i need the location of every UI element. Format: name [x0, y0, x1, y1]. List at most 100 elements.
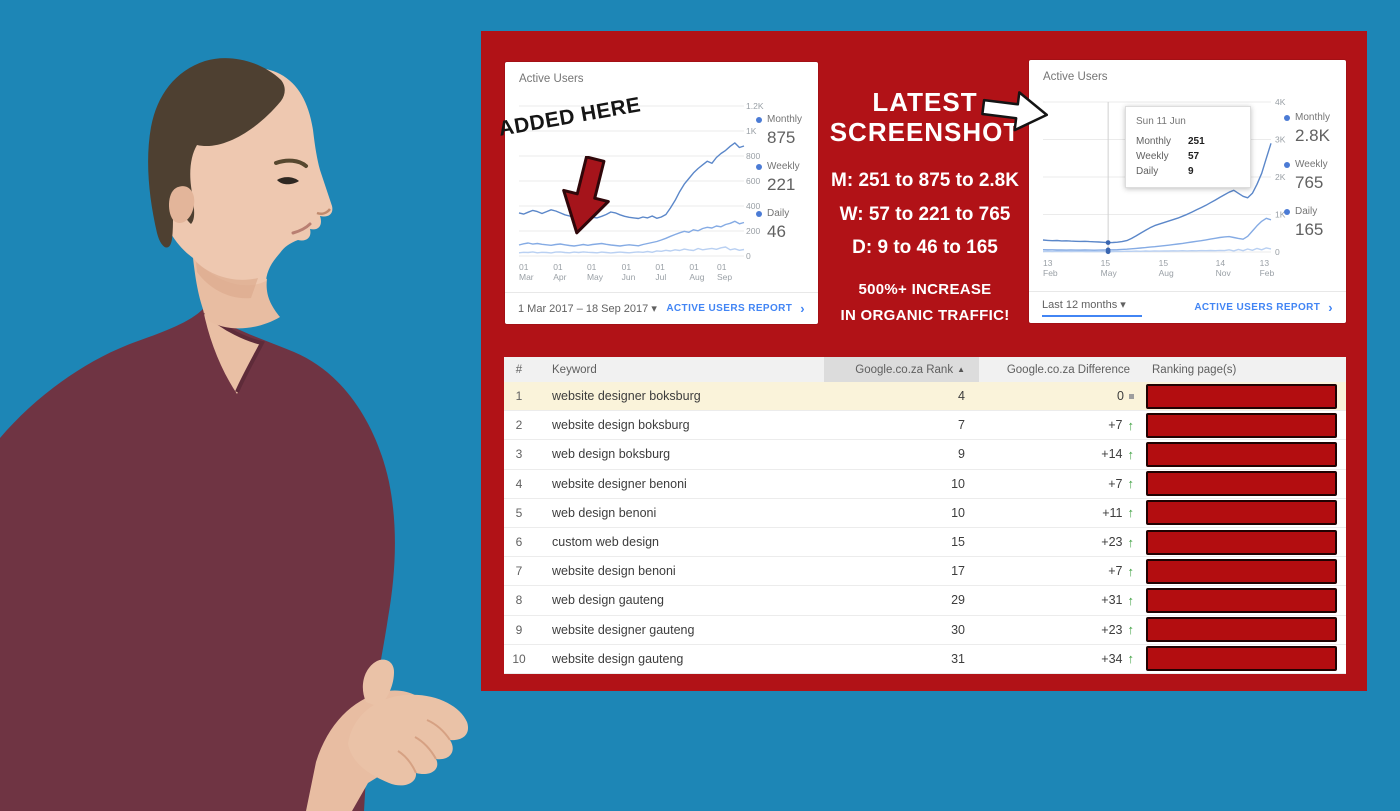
active-users-chart-before: 1.2K1K800600400200001Mar01Apr01May01Jun0… — [518, 101, 764, 282]
x-axis-label: Nov — [1216, 268, 1232, 278]
cell-keyword: web design boksburg — [552, 447, 671, 462]
cell-keyword: website designer benoni — [552, 476, 687, 491]
cell-difference: +34 ↑ — [979, 652, 1144, 666]
x-axis-label: 01 — [689, 262, 699, 272]
legend-dot-icon — [1284, 114, 1290, 121]
active-users-report-link[interactable]: ACTIVE USERS REPORT › — [1194, 300, 1333, 315]
difference-value: +23 — [1101, 535, 1123, 550]
cell-difference: +14 ↑ — [979, 447, 1144, 461]
x-axis-label: Jul — [655, 272, 666, 282]
stat-monthly: M: 251 to 875 to 2.8K — [831, 169, 1019, 191]
difference-value: 0 — [1117, 389, 1124, 404]
chevron-right-icon: › — [800, 301, 805, 316]
stat-weekly: W: 57 to 221 to 765 — [839, 203, 1011, 225]
cell-ranking-page — [1144, 646, 1346, 672]
legend-dot-icon — [1284, 208, 1290, 215]
cell-ranking-page — [1144, 617, 1346, 643]
cell-keyword: website designer boksburg — [552, 389, 701, 404]
col-header-number[interactable]: # — [515, 363, 523, 376]
x-axis-label: 15 — [1101, 258, 1111, 268]
cell-keyword: website design gauteng — [552, 651, 684, 666]
x-axis-label: May — [587, 272, 604, 282]
redacted-url-box — [1146, 617, 1337, 643]
cell-rank: 31 — [951, 651, 965, 666]
cell-ranking-page — [1144, 587, 1346, 613]
x-axis-label: Apr — [553, 272, 566, 282]
x-axis-label: Aug — [689, 272, 704, 282]
series-line-weekly — [518, 220, 745, 247]
up-arrow-icon: ↑ — [1127, 417, 1135, 433]
sort-arrow-icon: ▲ — [957, 365, 965, 374]
cell-rank: 9 — [958, 447, 965, 462]
x-axis-label: Jun — [622, 272, 636, 282]
difference-value: +7 — [1108, 476, 1123, 491]
person-eye — [277, 177, 299, 185]
col-header-keyword[interactable]: Keyword — [552, 363, 597, 376]
difference-value: +34 — [1101, 651, 1123, 666]
up-arrow-icon: ↑ — [1127, 446, 1135, 462]
col-header-difference[interactable]: Google.co.za Difference — [1006, 363, 1130, 376]
cell-row-number: 5 — [515, 505, 523, 520]
redacted-url-box — [1146, 441, 1337, 467]
up-arrow-icon: ↑ — [1127, 476, 1135, 492]
legend-label: Daily — [1295, 206, 1318, 217]
tooltip-row: Monthly 251 — [1136, 136, 1205, 147]
difference-value: +11 — [1102, 505, 1123, 520]
y-axis-label: 2K — [1275, 172, 1286, 182]
person-ear — [168, 186, 195, 224]
col-header-ranking-pages[interactable]: Ranking page(s) — [1152, 363, 1237, 376]
redacted-url-box — [1146, 500, 1337, 526]
person-thumb — [362, 659, 394, 707]
y-axis-label: 800 — [746, 151, 760, 161]
chart-title: Active Users — [1043, 71, 1108, 83]
legend-item-weekly: Weekly 221 — [756, 161, 814, 195]
cell-rank: 4 — [958, 389, 965, 404]
tooltip-row: Weekly 57 — [1136, 151, 1200, 162]
red-down-arrow-icon — [562, 156, 610, 235]
promo-panel: Active Users 1.2K 1K 800 600 400 200 0 01 Mar 01 A… — [481, 31, 1367, 691]
cell-ranking-page — [1144, 412, 1346, 438]
selected-point — [1105, 240, 1111, 246]
white-right-arrow-icon — [981, 91, 1049, 132]
person-nose-line — [316, 208, 331, 216]
promo-title: LATEST SCREENSHOT — [829, 87, 1021, 147]
cell-rank: 29 — [951, 593, 965, 608]
cell-keyword: website design boksburg — [552, 418, 690, 433]
legend-label: Monthly — [767, 114, 803, 125]
cell-ranking-page — [1144, 558, 1346, 584]
difference-value: +31 — [1101, 593, 1123, 608]
cell-row-number: 1 — [515, 389, 523, 404]
x-axis-label: Feb — [1043, 268, 1058, 278]
date-range-dropdown[interactable]: 1 Mar 2017 – 18 Sep 2017 ▾ — [518, 303, 657, 315]
tooltip-date: Sun 11 Jun — [1136, 116, 1186, 127]
table-row: 10 website design gauteng 31 +34 ↑ — [504, 644, 1346, 674]
person-chest — [203, 309, 262, 394]
x-axis-label: 13 — [1260, 258, 1270, 268]
person-hand — [348, 694, 469, 786]
x-axis-label: 01 — [519, 262, 529, 272]
x-axis-label: Mar — [519, 272, 534, 282]
legend-item-daily: Daily 165 — [1284, 206, 1342, 240]
table-row: 9 website designer gauteng 30 +23 ↑ — [504, 615, 1346, 645]
cell-ranking-page — [1144, 441, 1346, 467]
y-axis-label: 3K — [1275, 135, 1286, 145]
legend-dot-icon — [756, 210, 762, 217]
series-line-daily — [518, 246, 745, 254]
table-row: 2 website design boksburg 7 +7 ↑ — [504, 411, 1346, 441]
active-users-report-link[interactable]: ACTIVE USERS REPORT › — [666, 301, 805, 316]
series-line-monthly — [518, 142, 745, 220]
promo-text-block: LATEST SCREENSHOT M: 251 to 875 to 2.8K … — [823, 87, 1027, 328]
date-range-dropdown[interactable]: Last 12 months ▾ — [1042, 298, 1142, 317]
table-row: 5 web design benoni 10 +11 ↑ — [504, 498, 1346, 528]
analytics-card-after: Active Users 4K 3K 2K 1K 0 13 Feb 15 May 15 Aug 14 N… — [1029, 60, 1346, 323]
tooltip-row: Daily 9 — [1136, 166, 1194, 177]
col-header-rank[interactable]: Google.co.za Rank ▲ — [824, 357, 979, 382]
cell-rank: 7 — [958, 418, 965, 433]
redacted-url-box — [1146, 529, 1337, 555]
legend-dot-icon — [756, 116, 762, 123]
cell-difference: +31 ↑ — [979, 593, 1144, 607]
keyword-ranking-table: # Keyword Google.co.za Rank ▲ Google.co.z… — [504, 357, 1346, 674]
selected-point — [1105, 249, 1111, 255]
chart-legend: Monthly 875 Weekly 221 Daily 46 — [756, 114, 814, 255]
legend-value: 165 — [1295, 220, 1324, 239]
